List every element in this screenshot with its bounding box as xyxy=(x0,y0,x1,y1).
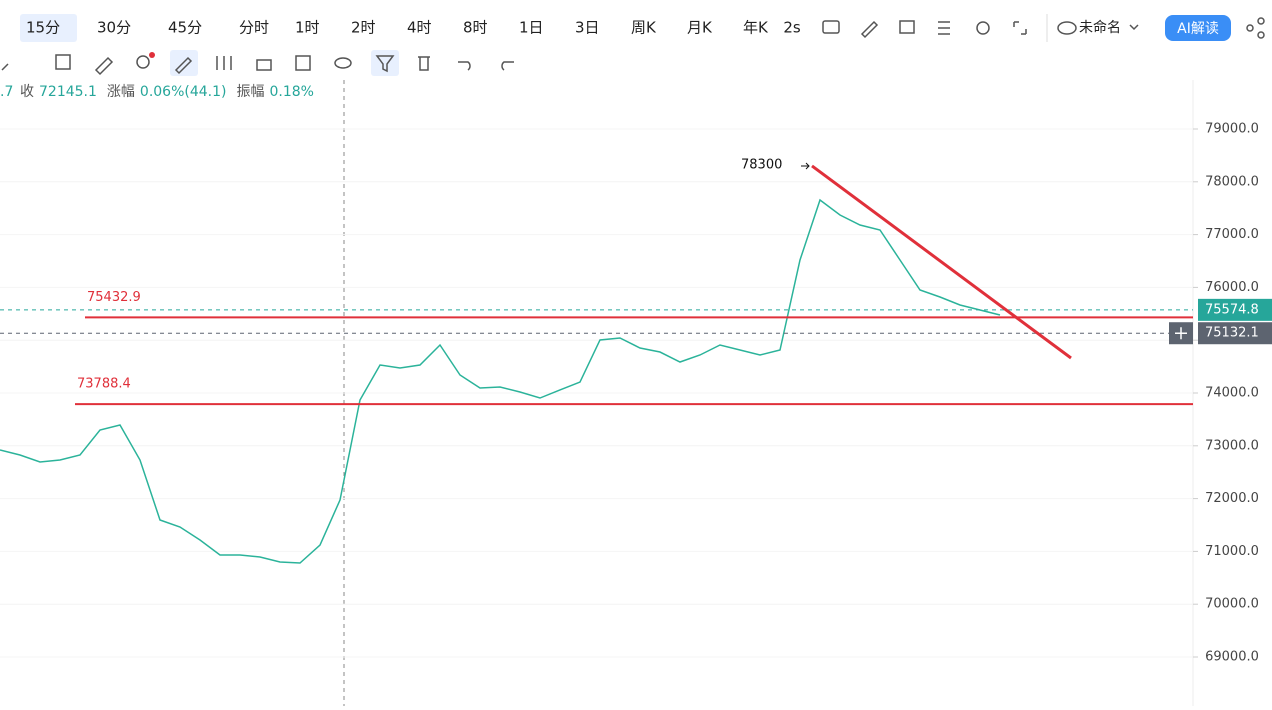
layout-name[interactable]: 未命名 xyxy=(1079,19,1121,36)
tool-icon[interactable] xyxy=(295,55,311,71)
peak-arrow xyxy=(801,162,810,170)
dropdown-icon[interactable] xyxy=(1129,24,1139,31)
info-bar: .7 收 72145.1 涨幅 0.06%(44.1) 振幅 0.18% xyxy=(0,84,314,100)
plus-icon xyxy=(1175,327,1187,340)
interval-button[interactable]: 年K xyxy=(743,19,769,37)
top-strip xyxy=(0,0,1272,10)
tool-icon[interactable] xyxy=(334,57,352,69)
list-icon[interactable] xyxy=(938,21,950,35)
y-tick-label: 76000.0 xyxy=(1205,280,1259,295)
price-tag xyxy=(1198,298,1272,321)
info-value: 0.18% xyxy=(269,84,313,100)
info-value: 72145.1 xyxy=(39,84,97,100)
drawing-tools xyxy=(1,50,514,76)
share-icon[interactable] xyxy=(1246,17,1265,39)
tool-icon[interactable] xyxy=(216,56,232,70)
interval-button[interactable]: 8时 xyxy=(463,19,488,37)
tool-icon[interactable] xyxy=(1,63,9,71)
y-tick-label: 72000.0 xyxy=(1205,491,1259,506)
filter-icon[interactable] xyxy=(375,55,395,73)
level-label: 75432.9 xyxy=(87,290,141,305)
interval-button[interactable]: 15分 xyxy=(26,19,60,37)
info-value: 0.06%(44.1) xyxy=(140,84,227,100)
y-tick-label: 70000.0 xyxy=(1205,597,1259,612)
price-tag-label: 75132.1 xyxy=(1205,326,1259,341)
y-tick-label: 71000.0 xyxy=(1205,544,1259,559)
interval-button[interactable]: 4时 xyxy=(407,19,432,37)
info-label: 涨幅 xyxy=(107,84,135,100)
info-prefix: .7 xyxy=(0,84,13,100)
toolbar-icons xyxy=(822,14,1077,42)
cloud-icon xyxy=(1057,21,1077,35)
y-tick-label: 77000.0 xyxy=(1205,227,1259,242)
y-tick-label: 79000.0 xyxy=(1205,122,1259,137)
interval-button[interactable]: 2时 xyxy=(351,19,376,37)
undo-icon[interactable] xyxy=(458,61,471,71)
ai-button[interactable] xyxy=(1165,15,1231,41)
trendline xyxy=(811,164,1072,360)
redo-icon[interactable] xyxy=(501,61,514,71)
camera-icon[interactable] xyxy=(822,20,840,34)
interval-button[interactable]: 45分 xyxy=(168,19,202,37)
price-tag-label: 75574.8 xyxy=(1205,302,1259,317)
pen-icon[interactable] xyxy=(860,20,879,39)
tool-icon[interactable] xyxy=(55,54,71,70)
interval-button[interactable]: 分时 xyxy=(239,19,269,37)
tool-icon[interactable] xyxy=(136,55,150,69)
ai-button-label[interactable]: AI解读 xyxy=(1177,20,1219,37)
interval-button[interactable]: 3日 xyxy=(575,19,600,37)
level-label: 73788.4 xyxy=(77,377,131,392)
settings-icon[interactable] xyxy=(976,21,990,35)
fullscreen-icon[interactable] xyxy=(1013,21,1027,35)
info-label: 收 xyxy=(20,84,34,100)
interval-button[interactable]: 1日 xyxy=(519,19,544,37)
interval-button[interactable]: 月K xyxy=(687,19,713,37)
interval-button[interactable]: 1时 xyxy=(295,19,320,37)
interval-button[interactable]: 周K xyxy=(631,19,657,37)
tool-selected xyxy=(371,50,399,76)
info-label: 振幅 xyxy=(236,84,264,100)
price-tag xyxy=(1198,322,1272,345)
price-line xyxy=(0,198,1001,564)
trash-icon[interactable] xyxy=(418,56,430,71)
y-tick-label: 69000.0 xyxy=(1205,650,1259,665)
y-tick-label: 78000.0 xyxy=(1205,174,1259,189)
badge xyxy=(149,52,155,58)
tool-icon[interactable] xyxy=(256,59,272,71)
y-tick-label: 74000.0 xyxy=(1205,386,1259,401)
tool-icon[interactable] xyxy=(174,56,193,75)
note-icon[interactable] xyxy=(899,20,915,34)
interval-button[interactable]: 30分 xyxy=(97,19,131,37)
y-tick-label: 73000.0 xyxy=(1205,438,1259,453)
peak-label: 78300 xyxy=(741,157,782,172)
plot: 69000.0 70000.0 71000.0 72000.0 73000.0 74000… xyxy=(0,122,1272,665)
refresh-rate[interactable]: 2s xyxy=(783,19,801,37)
interval-selected xyxy=(20,14,77,42)
tool-icon[interactable] xyxy=(94,56,114,76)
